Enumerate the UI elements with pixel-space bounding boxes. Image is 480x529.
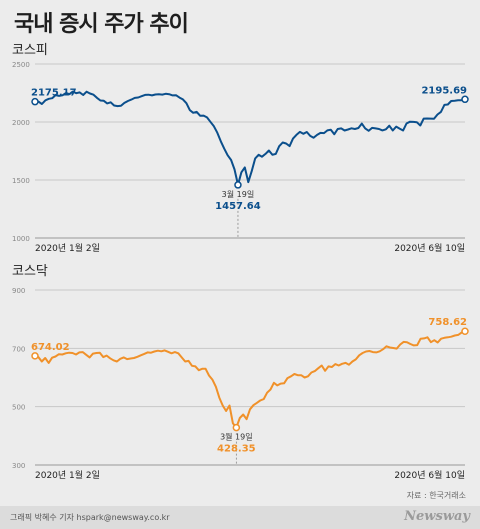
kosdaq-start-point — [31, 352, 39, 360]
kosdaq-x-start-label: 2020년 1월 2일 — [35, 469, 100, 481]
kosdaq-x-end-label: 2020년 6월 10일 — [394, 469, 465, 481]
kosdaq-low-date-label: 3월 19일 — [220, 432, 253, 442]
kospi-low-point — [234, 181, 242, 189]
kospi-chart: 코스피 2500 2000 1500 1000 2175.17 2195.69 3월 19일 1… — [12, 43, 469, 254]
kospi-end-value-label: 2195.69 — [421, 85, 467, 96]
kospi-low-date-label: 3월 19일 — [222, 189, 255, 199]
kosdaq-y-tick-label: 700 — [12, 345, 25, 353]
brand-logo: Newsway — [404, 509, 470, 524]
source-note: 자료 : 한국거래소 — [406, 491, 466, 500]
kosdaq-y-tick-label: 500 — [12, 404, 25, 412]
kospi-y-tick-label: 1500 — [12, 177, 30, 185]
kospi-low-value-label: 1457.64 — [215, 201, 261, 212]
page-title: 국내 증시 주가 추이 — [14, 12, 189, 37]
kospi-series-line — [34, 90, 466, 186]
kospi-y-tick-label: 2500 — [12, 61, 30, 69]
charts-canvas: 코스피 2500 2000 1500 1000 2175.17 2195.69 3월 19일 1… — [12, 43, 469, 481]
kosdaq-y-tick-label: 900 — [12, 287, 25, 295]
kospi-title: 코스피 — [12, 43, 48, 58]
footer-bar: 그래픽 박혜수 기자 hspark@newsway.co.kr Newsway — [0, 506, 480, 529]
kospi-start-point — [31, 97, 39, 106]
kospi-x-end-label: 2020년 6월 10일 — [394, 242, 465, 254]
kospi-start-value-label: 2175.17 — [31, 88, 77, 99]
graphic-credit: 그래픽 박혜수 기자 hspark@newsway.co.kr — [10, 513, 170, 522]
kosdaq-start-value-label: 674.02 — [31, 342, 70, 353]
kospi-x-start-label: 2020년 1월 2일 — [35, 242, 100, 254]
kosdaq-y-tick-label: 300 — [12, 462, 25, 470]
kospi-y-tick-label: 1000 — [12, 235, 30, 243]
kosdaq-series-line — [34, 330, 466, 429]
kosdaq-low-value-label: 428.35 — [217, 444, 256, 455]
kosdaq-end-value-label: 758.62 — [428, 317, 467, 328]
kosdaq-end-point — [461, 327, 469, 335]
kosdaq-chart: 코스닥 900 700 500 300 674.02 758.62 3월 19일 428.35 2… — [12, 264, 469, 481]
kosdaq-title: 코스닥 — [12, 264, 48, 279]
kospi-y-tick-label: 2000 — [12, 119, 30, 127]
kospi-end-point — [461, 95, 469, 104]
kosdaq-low-point — [232, 423, 241, 432]
